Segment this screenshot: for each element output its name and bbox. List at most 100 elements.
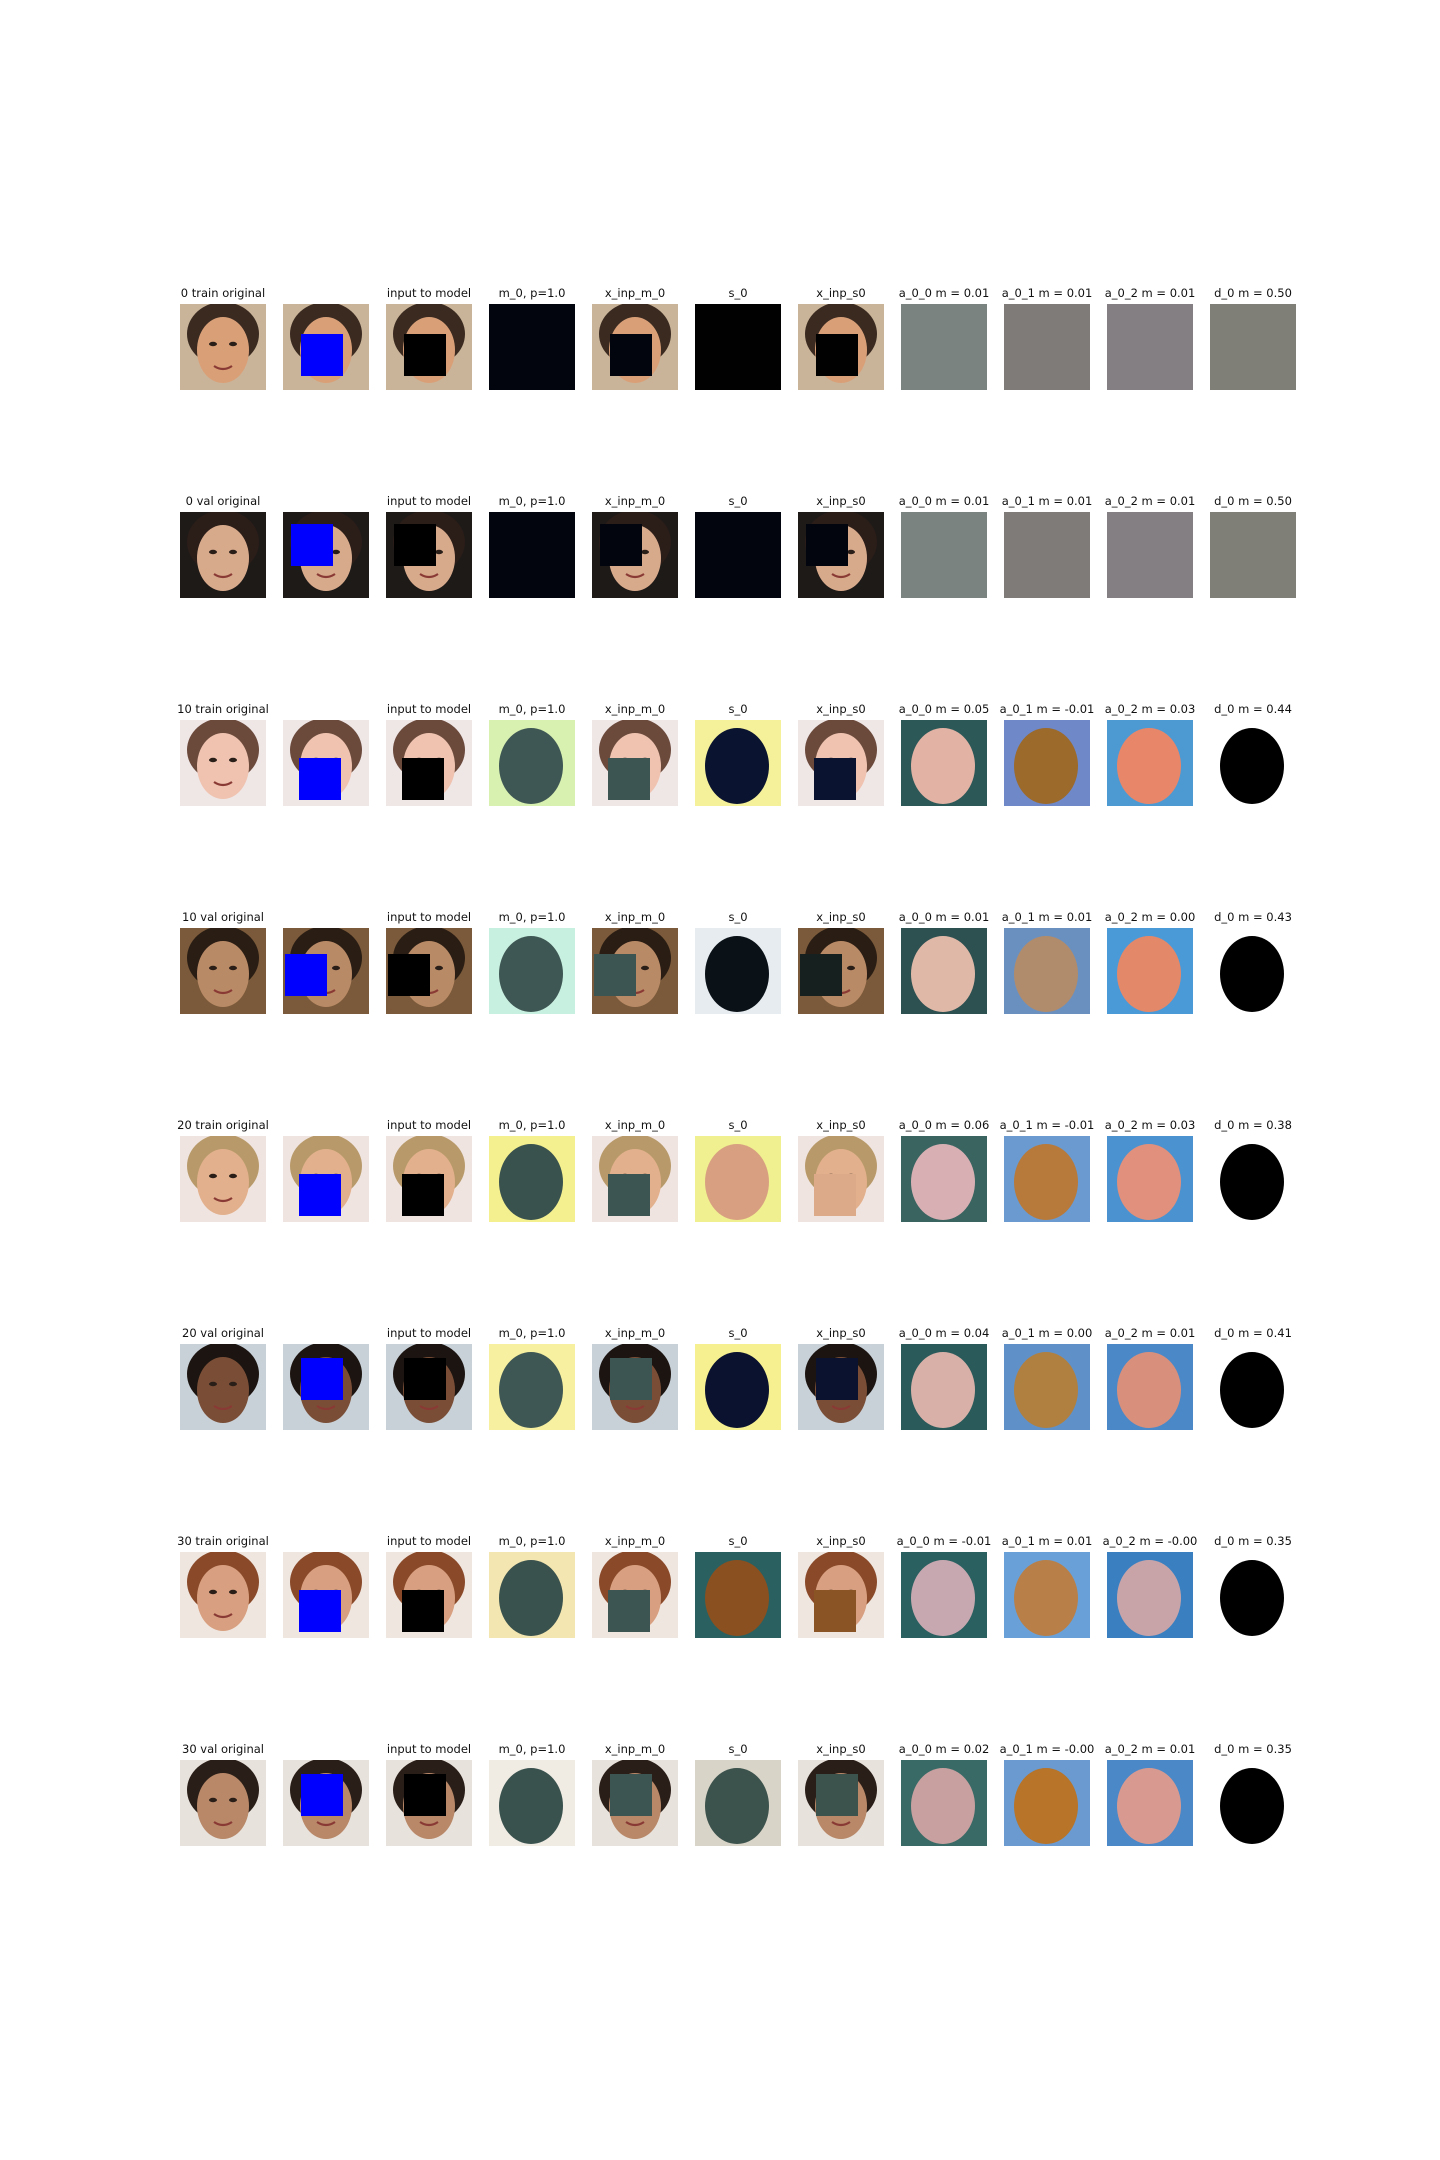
panel-title: m_0, p=1.0: [498, 494, 566, 508]
panel-image: [901, 1136, 987, 1222]
panel-title: s_0: [728, 1534, 748, 1548]
panel-title: x_inp_s0: [816, 286, 866, 300]
panel-title: input to model: [386, 1326, 472, 1340]
panel-image: [1210, 928, 1296, 1014]
panel-title: m_0, p=1.0: [498, 286, 566, 300]
panel-image: [695, 928, 781, 1014]
panel-image: [592, 1344, 678, 1430]
panel-image: [901, 304, 987, 390]
panel-image: [1210, 1760, 1296, 1846]
panel-title: 30 train original: [177, 1534, 269, 1548]
panel-image: [386, 1136, 472, 1222]
panel-title: x_inp_s0: [816, 1118, 866, 1132]
panel-image: [798, 1344, 884, 1430]
panel-image: [592, 1136, 678, 1222]
panel-title: 30 val original: [182, 1742, 264, 1756]
panel-title: x_inp_m_0: [604, 910, 666, 924]
panel-image: [386, 1344, 472, 1430]
panel-image: [901, 1760, 987, 1846]
panel-title: a_0_1 m = 0.01: [1001, 1534, 1093, 1548]
panel-image: [592, 928, 678, 1014]
panel-title: a_0_1 m = 0.01: [1001, 910, 1093, 924]
panel-image: [1107, 1136, 1193, 1222]
panel-title: 0 val original: [185, 494, 261, 508]
panel-title: s_0: [728, 494, 748, 508]
panel-title: a_0_0 m = 0.01: [898, 286, 990, 300]
panel-title: x_inp_s0: [816, 1742, 866, 1756]
panel-title: a_0_1 m = 0.00: [1001, 1326, 1093, 1340]
panel-title: s_0: [728, 1326, 748, 1340]
panel-title: a_0_1 m = 0.01: [1001, 494, 1093, 508]
panel-image: [1004, 1552, 1090, 1638]
panel-title: x_inp_m_0: [604, 1534, 666, 1548]
panel-title: m_0, p=1.0: [498, 1326, 566, 1340]
panel-image: [386, 1552, 472, 1638]
panel-title: m_0, p=1.0: [498, 1118, 566, 1132]
panel-image: [798, 928, 884, 1014]
panel-title: d_0 m = 0.50: [1214, 286, 1292, 300]
panel-title: d_0 m = 0.35: [1214, 1742, 1292, 1756]
panel-title: 0 train original: [180, 286, 266, 300]
panel-image: [489, 1136, 575, 1222]
panel-title: 10 val original: [182, 910, 264, 924]
panel-title: s_0: [728, 1742, 748, 1756]
panel-image: [1004, 928, 1090, 1014]
panel-title: a_0_2 m = -0.00: [1102, 1534, 1198, 1548]
panel-title: a_0_0 m = 0.06: [898, 1118, 990, 1132]
panel-title: x_inp_m_0: [604, 286, 666, 300]
panel-title: x_inp_m_0: [604, 494, 666, 508]
panel-title: a_0_0 m = 0.02: [898, 1742, 990, 1756]
panel-title: a_0_0 m = 0.05: [898, 702, 990, 716]
panel-image: [489, 1344, 575, 1430]
panel-image: [695, 1344, 781, 1430]
panel-title: a_0_0 m = 0.01: [898, 494, 990, 508]
panel-image: [695, 304, 781, 390]
panel-image: [283, 1760, 369, 1846]
panel-image: [695, 720, 781, 806]
panel-title: d_0 m = 0.35: [1214, 1534, 1292, 1548]
panel-image: [1107, 928, 1193, 1014]
panel-image: [901, 1552, 987, 1638]
panel-image: [798, 1760, 884, 1846]
panel-title: input to model: [386, 1534, 472, 1548]
panel-image: [592, 304, 678, 390]
panel-image: [901, 512, 987, 598]
panel-image: [1210, 1344, 1296, 1430]
panel-image: [1107, 512, 1193, 598]
panel-image: [489, 928, 575, 1014]
panel-title: s_0: [728, 910, 748, 924]
panel-image: [489, 1760, 575, 1846]
panel-image: [798, 1552, 884, 1638]
panel-image: [798, 1136, 884, 1222]
panel-image: [1004, 512, 1090, 598]
panel-title: m_0, p=1.0: [498, 910, 566, 924]
panel-title: a_0_2 m = 0.00: [1104, 910, 1196, 924]
panel-title: d_0 m = 0.44: [1214, 702, 1292, 716]
panel-title: x_inp_s0: [816, 1326, 866, 1340]
panel-title: s_0: [728, 1118, 748, 1132]
panel-title: a_0_1 m = -0.01: [999, 702, 1095, 716]
panel-title: d_0 m = 0.41: [1214, 1326, 1292, 1340]
panel-title: a_0_1 m = 0.01: [1001, 286, 1093, 300]
panel-image: [180, 928, 266, 1014]
panel-image: [592, 720, 678, 806]
panel-image: [1107, 1552, 1193, 1638]
panel-image: [386, 1760, 472, 1846]
panel-image: [489, 512, 575, 598]
panel-title: input to model: [386, 494, 472, 508]
panel-title: x_inp_s0: [816, 702, 866, 716]
panel-title: a_0_1 m = -0.01: [999, 1118, 1095, 1132]
panel-image: [1004, 304, 1090, 390]
panel-image: [901, 1344, 987, 1430]
panel-title: a_0_2 m = 0.03: [1104, 1118, 1196, 1132]
panel-title: s_0: [728, 286, 748, 300]
panel-image: [283, 720, 369, 806]
panel-title: d_0 m = 0.43: [1214, 910, 1292, 924]
panel-image: [386, 928, 472, 1014]
panel-title: m_0, p=1.0: [498, 1534, 566, 1548]
panel-title: d_0 m = 0.50: [1214, 494, 1292, 508]
panel-image: [901, 720, 987, 806]
panel-image: [489, 304, 575, 390]
panel-image: [283, 1552, 369, 1638]
